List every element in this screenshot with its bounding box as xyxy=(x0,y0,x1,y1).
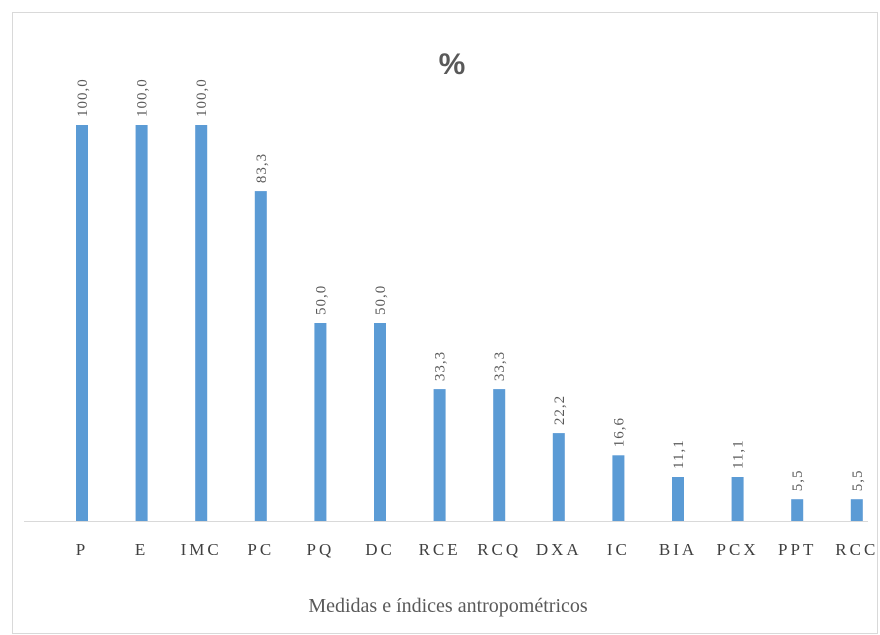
x-tick-e: E xyxy=(135,540,148,559)
x-tick-ic: IC xyxy=(607,540,630,559)
data-label-rcq: 33,3 xyxy=(492,351,508,381)
data-label-ppt: 5,5 xyxy=(790,469,806,491)
data-label-dxa: 22,2 xyxy=(552,395,568,425)
data-label-e: 100,0 xyxy=(135,78,151,117)
data-label-ic: 16,6 xyxy=(611,417,627,447)
data-label-rcc: 5,5 xyxy=(850,469,866,491)
bar-rcq xyxy=(493,389,506,521)
data-label-pcx: 11,1 xyxy=(731,439,747,469)
data-labels-group: 100,0 100,0 100,0 83,3 50,0 50,0 33,3 33,3 22,2 1… xyxy=(75,78,866,491)
bar-bia xyxy=(672,477,684,521)
bar-imc xyxy=(195,125,208,521)
chart-frame xyxy=(12,12,878,634)
x-tick-rce: RCE xyxy=(419,540,461,559)
x-tick-bia: BIA xyxy=(659,540,697,559)
x-tick-p: P xyxy=(76,540,88,559)
bar-rcc xyxy=(850,499,863,521)
bar-dc xyxy=(374,323,386,521)
bar-e xyxy=(135,125,148,521)
bar-rce xyxy=(433,389,446,521)
x-axis-title: Medidas e índices antropométricos xyxy=(308,595,588,617)
data-label-pq: 50,0 xyxy=(313,285,329,315)
bar-dxa xyxy=(552,433,565,521)
data-label-pc: 83,3 xyxy=(254,153,270,183)
bar-pq xyxy=(314,323,327,521)
data-label-imc: 100,0 xyxy=(194,78,210,117)
bar-p xyxy=(76,125,88,521)
x-tick-pc: PC xyxy=(247,540,274,559)
bar-ppt xyxy=(791,499,804,521)
data-label-bia: 11,1 xyxy=(671,439,687,469)
bar-pc xyxy=(254,191,267,521)
bar-ic xyxy=(612,455,625,521)
x-tick-ppt: PPT xyxy=(778,540,816,559)
bars-group xyxy=(76,125,863,521)
data-label-p: 100,0 xyxy=(75,78,91,117)
data-label-dc: 50,0 xyxy=(373,285,389,315)
x-tick-rcq: RCQ xyxy=(477,540,521,559)
data-label-rce: 33,3 xyxy=(433,351,449,381)
bar-pcx xyxy=(731,477,744,521)
x-tick-rcc: RCC xyxy=(835,540,878,559)
x-tick-pq: PQ xyxy=(307,540,335,559)
chart-title: % xyxy=(439,48,466,81)
x-tick-labels-group: P E IMC PC PQ DC RCE RCQ DXA IC BIA PCX PPT RCC xyxy=(76,540,878,559)
x-tick-imc: IMC xyxy=(181,540,222,559)
x-tick-pcx: PCX xyxy=(717,540,759,559)
x-tick-dxa: DXA xyxy=(536,540,582,559)
x-tick-dc: DC xyxy=(365,540,395,559)
